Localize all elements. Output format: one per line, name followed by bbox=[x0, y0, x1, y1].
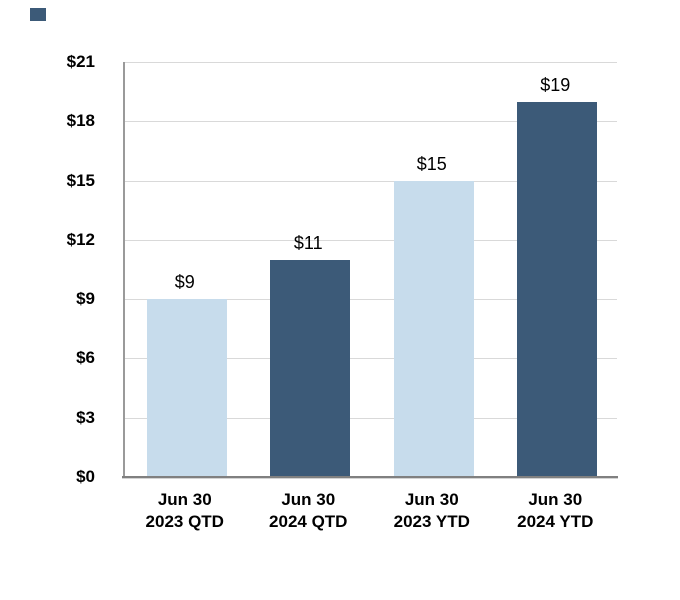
bar-value-label: $15 bbox=[416, 153, 447, 174]
x-tick-line-2: 2024 YTD bbox=[517, 512, 594, 531]
y-tick-label: $3 bbox=[76, 407, 95, 427]
x-axis-line bbox=[122, 476, 618, 478]
gridline-21 bbox=[125, 62, 617, 63]
y-tick-label: $15 bbox=[66, 170, 95, 190]
x-tick-line-2: 2023 YTD bbox=[393, 512, 470, 531]
x-tick-line-1: Jun 30 bbox=[281, 490, 336, 509]
plot-area bbox=[123, 62, 617, 477]
y-tick-label: $18 bbox=[66, 111, 95, 131]
x-tick-line-2: 2023 QTD bbox=[145, 512, 224, 531]
y-tick-label: $21 bbox=[66, 52, 95, 71]
y-tick-label: $0 bbox=[76, 467, 95, 486]
y-tick-label: $12 bbox=[66, 229, 95, 249]
bar-value-label: $9 bbox=[174, 272, 195, 293]
gridline-18 bbox=[125, 121, 617, 123]
x-tick-label: Jun 30 2024 YTD bbox=[517, 489, 593, 533]
gridline-12 bbox=[125, 239, 617, 241]
x-tick-label: Jun 30 2023 QTD bbox=[146, 489, 224, 533]
y-tick-label: $9 bbox=[76, 289, 95, 309]
gridline-9 bbox=[125, 299, 617, 301]
bar-jun-30-2024-ytd bbox=[517, 101, 598, 477]
bar-jun-30-2023-qtd bbox=[146, 299, 227, 477]
x-tick-line-1: Jun 30 bbox=[528, 490, 583, 509]
x-tick-line-1: Jun 30 bbox=[157, 490, 212, 509]
gridline-6 bbox=[125, 358, 617, 360]
bar-jun-30-2023-ytd bbox=[393, 180, 474, 477]
gridline-3 bbox=[125, 417, 617, 419]
x-tick-line-1: Jun 30 bbox=[404, 490, 459, 509]
corner-color-chip bbox=[30, 8, 46, 21]
bar-value-label: $19 bbox=[540, 74, 571, 95]
x-tick-line-2: 2024 QTD bbox=[269, 512, 348, 531]
bar-jun-30-2024-qtd bbox=[270, 259, 351, 477]
y-tick-label: $6 bbox=[76, 348, 95, 368]
bar-value-label: $11 bbox=[293, 232, 323, 253]
x-tick-label: Jun 30 2024 QTD bbox=[269, 489, 347, 533]
x-tick-label: Jun 30 2023 YTD bbox=[394, 489, 470, 533]
gridline-15 bbox=[125, 180, 617, 182]
